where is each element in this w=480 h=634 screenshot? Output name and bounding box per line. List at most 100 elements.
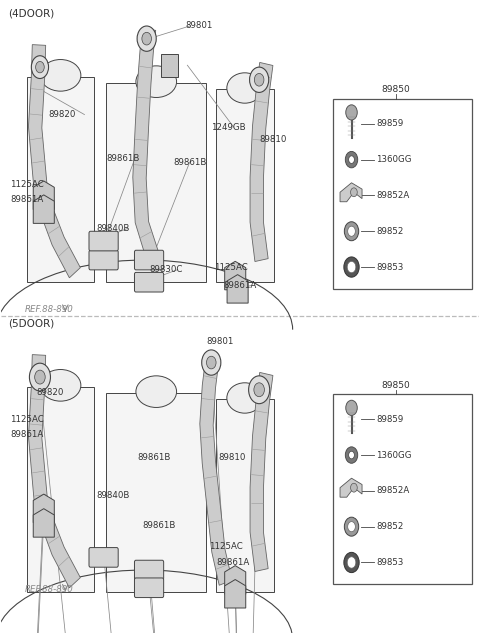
Text: 89801: 89801 xyxy=(185,22,212,30)
Text: REF.88-890: REF.88-890 xyxy=(24,585,73,593)
Text: 89861B: 89861B xyxy=(137,453,170,462)
Polygon shape xyxy=(33,181,54,209)
Polygon shape xyxy=(106,393,206,592)
Text: 89850: 89850 xyxy=(382,381,410,390)
Text: 89810: 89810 xyxy=(218,453,246,462)
Circle shape xyxy=(348,451,354,459)
Text: (4DOOR): (4DOOR) xyxy=(8,8,54,18)
Text: 89861B: 89861B xyxy=(173,157,206,167)
Polygon shape xyxy=(33,508,54,537)
Ellipse shape xyxy=(40,370,81,401)
Circle shape xyxy=(35,370,45,384)
Text: 89861B: 89861B xyxy=(106,154,139,164)
Text: 89810: 89810 xyxy=(259,136,287,145)
Polygon shape xyxy=(227,275,248,303)
Text: 1125AC: 1125AC xyxy=(209,541,243,550)
Polygon shape xyxy=(216,399,274,592)
FancyBboxPatch shape xyxy=(89,548,118,567)
Text: 1249GB: 1249GB xyxy=(211,123,246,132)
Text: 89801: 89801 xyxy=(206,337,234,346)
Text: (5DOOR): (5DOOR) xyxy=(8,318,54,328)
Circle shape xyxy=(254,383,264,397)
FancyBboxPatch shape xyxy=(333,394,472,584)
FancyBboxPatch shape xyxy=(134,273,164,292)
Text: 89820: 89820 xyxy=(36,389,64,398)
Text: 89861A: 89861A xyxy=(10,429,44,439)
Text: 89861A: 89861A xyxy=(216,558,249,567)
Polygon shape xyxy=(27,77,94,282)
Circle shape xyxy=(347,557,356,568)
Text: REF.88-890: REF.88-890 xyxy=(24,305,73,314)
FancyBboxPatch shape xyxy=(134,560,164,580)
Polygon shape xyxy=(250,372,273,571)
FancyBboxPatch shape xyxy=(89,231,118,251)
Ellipse shape xyxy=(227,73,263,103)
Text: 89852: 89852 xyxy=(376,227,404,236)
Circle shape xyxy=(249,376,270,404)
Polygon shape xyxy=(106,83,206,282)
Circle shape xyxy=(344,517,359,536)
Polygon shape xyxy=(225,579,246,608)
Polygon shape xyxy=(33,494,54,522)
Polygon shape xyxy=(28,44,80,278)
Text: 89853: 89853 xyxy=(376,558,404,567)
Text: 89820: 89820 xyxy=(48,110,76,119)
Text: 89859: 89859 xyxy=(376,119,404,128)
Polygon shape xyxy=(200,366,232,585)
FancyBboxPatch shape xyxy=(134,578,164,598)
Circle shape xyxy=(348,226,355,236)
Text: 89840B: 89840B xyxy=(96,224,130,233)
Polygon shape xyxy=(161,54,178,77)
Circle shape xyxy=(142,32,152,45)
Polygon shape xyxy=(340,183,362,202)
Text: 89852A: 89852A xyxy=(376,486,409,495)
Circle shape xyxy=(344,222,359,241)
Text: 89859: 89859 xyxy=(376,415,404,424)
Text: 1360GG: 1360GG xyxy=(376,451,412,460)
Circle shape xyxy=(345,447,358,463)
Text: 1125AC: 1125AC xyxy=(214,263,247,272)
Text: 89830C: 89830C xyxy=(149,265,182,274)
Circle shape xyxy=(206,356,216,369)
Circle shape xyxy=(346,400,357,415)
Circle shape xyxy=(254,74,264,86)
Text: 89861A: 89861A xyxy=(223,281,256,290)
Polygon shape xyxy=(33,195,54,223)
Circle shape xyxy=(36,61,44,73)
Ellipse shape xyxy=(136,376,177,408)
Text: 89861B: 89861B xyxy=(142,521,175,530)
Circle shape xyxy=(250,67,269,93)
Circle shape xyxy=(29,363,50,391)
Polygon shape xyxy=(27,387,94,592)
Circle shape xyxy=(344,552,359,573)
Circle shape xyxy=(344,257,359,277)
Text: 1125AC: 1125AC xyxy=(10,415,44,424)
Polygon shape xyxy=(225,566,246,594)
Polygon shape xyxy=(216,89,274,282)
Circle shape xyxy=(350,483,357,492)
Circle shape xyxy=(202,350,221,375)
Text: 89852: 89852 xyxy=(376,522,404,531)
Ellipse shape xyxy=(227,383,263,413)
Polygon shape xyxy=(340,478,362,497)
Circle shape xyxy=(137,26,156,51)
Text: 1360GG: 1360GG xyxy=(376,155,412,164)
Circle shape xyxy=(346,105,357,120)
Text: 1125AC: 1125AC xyxy=(10,179,44,189)
Text: 89840B: 89840B xyxy=(96,491,130,500)
Polygon shape xyxy=(28,354,80,588)
Circle shape xyxy=(348,522,355,532)
Circle shape xyxy=(347,261,356,273)
Ellipse shape xyxy=(136,66,177,98)
Text: 89852A: 89852A xyxy=(376,191,409,200)
Circle shape xyxy=(350,188,357,197)
FancyBboxPatch shape xyxy=(89,250,118,270)
FancyBboxPatch shape xyxy=(333,99,472,288)
Ellipse shape xyxy=(40,60,81,91)
Text: 89861A: 89861A xyxy=(10,195,44,205)
Polygon shape xyxy=(250,62,273,261)
Polygon shape xyxy=(225,261,246,290)
Circle shape xyxy=(345,152,358,168)
FancyBboxPatch shape xyxy=(134,250,164,270)
Circle shape xyxy=(31,56,48,79)
